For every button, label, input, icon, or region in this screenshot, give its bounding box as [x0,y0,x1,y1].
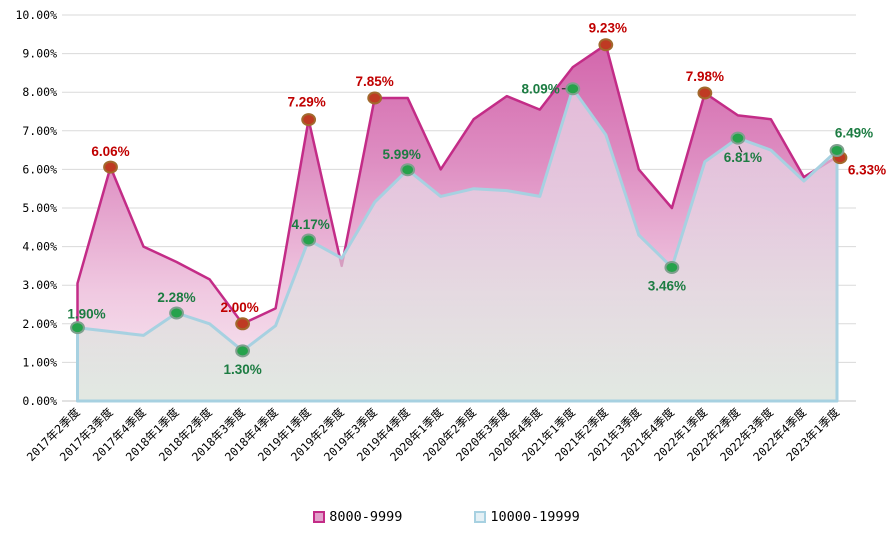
data-label: 1.90% [67,307,105,322]
data-marker-10000-19999[interactable] [565,82,581,96]
data-marker-8000-9999[interactable] [697,86,713,100]
data-label: 1.30% [223,362,261,377]
data-label: 4.17% [291,217,329,232]
y-tick-label: 0.00% [22,394,57,408]
data-label: 6.49% [835,125,873,140]
y-tick-label: 10.00% [15,8,57,22]
label-leader-line [738,145,743,153]
y-tick-label: 9.00% [22,47,57,61]
y-tick-label: 2.00% [22,317,57,331]
data-marker-10000-19999[interactable] [70,321,85,335]
data-label: 2.00% [220,300,258,315]
legend-swatch-magenta [313,511,326,523]
legend-swatch-blue [474,511,487,523]
legend-label-8000-9999: 8000-9999 [329,509,403,525]
y-tick-label: 3.00% [22,278,57,292]
data-marker-10000-19999[interactable] [400,163,416,177]
data-marker-10000-19999[interactable] [235,344,251,358]
data-marker-8000-9999[interactable] [103,160,118,174]
data-marker-10000-19999[interactable] [664,260,680,274]
data-label: 9.23% [589,21,627,36]
data-marker-8000-9999[interactable] [598,38,614,52]
y-tick-label: 8.00% [22,85,57,99]
series-area-10000-19999 [76,87,839,403]
legend-item-8000-9999[interactable]: 8000-9999 [313,509,402,525]
data-marker-8000-9999[interactable] [367,91,383,105]
y-tick-label: 4.00% [22,240,57,254]
data-marker-8000-9999[interactable] [301,113,317,127]
data-label: 7.98% [686,69,724,84]
legend-item-10000-19999[interactable]: 10000-19999 [474,509,580,525]
data-marker-10000-19999[interactable] [829,143,845,157]
data-marker-10000-19999[interactable] [301,233,317,247]
chart-legend: 8000-9999 10000-19999 [0,509,893,525]
y-tick-label: 6.00% [22,162,57,176]
y-tick-label: 5.00% [22,201,57,215]
data-marker-10000-19999[interactable] [169,306,184,320]
data-label: 7.29% [287,95,325,110]
data-label: 8.09% [522,82,560,97]
data-label: 6.81% [724,150,762,165]
data-label: 2.28% [157,290,195,305]
data-label: 3.46% [648,278,686,293]
data-marker-8000-9999[interactable] [235,317,251,331]
data-marker-10000-19999[interactable] [730,131,746,145]
data-label: 6.06% [91,144,129,159]
data-label: 7.85% [356,74,394,89]
legend-label-10000-19999: 10000-19999 [490,509,580,525]
y-tick-label: 1.00% [22,355,57,369]
data-label: 5.99% [383,147,421,162]
data-label: 6.33% [848,163,886,178]
y-tick-label: 7.00% [22,124,57,138]
